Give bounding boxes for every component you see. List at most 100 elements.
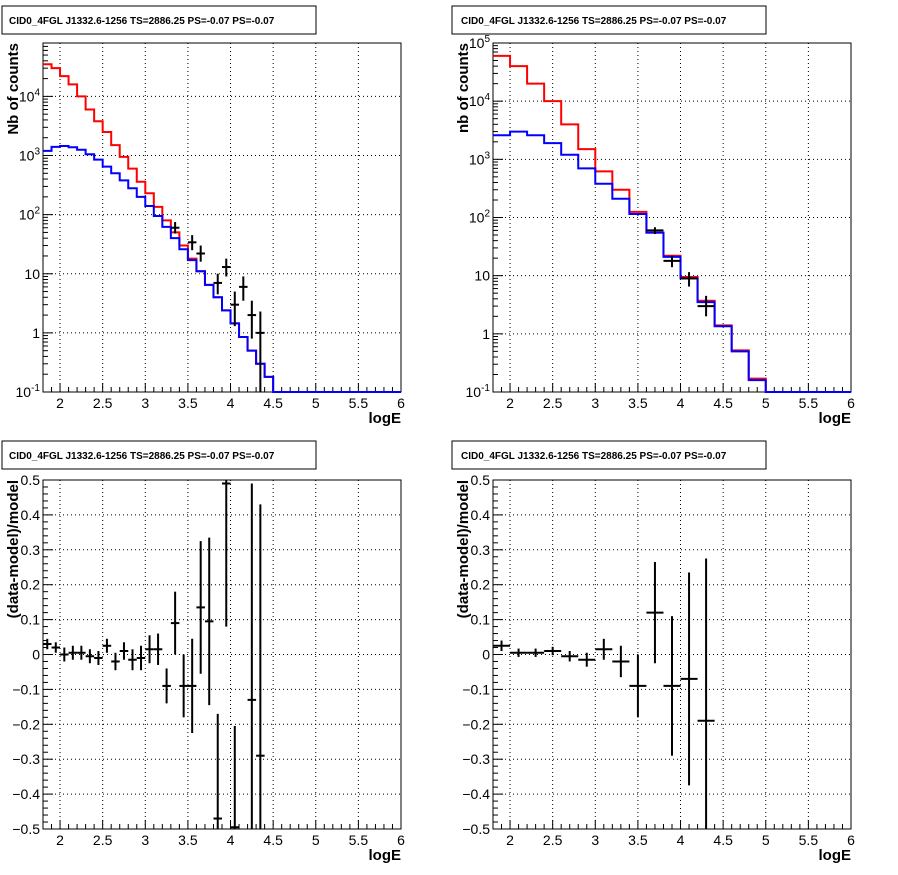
y-tick-label: −0.2: [12, 716, 40, 732]
residual-point: [119, 642, 129, 660]
y-axis-label: (data-model)/model: [5, 480, 22, 618]
x-tick-label: 2.5: [543, 395, 563, 411]
residual-point: [663, 616, 681, 756]
x-tick-label: 2: [56, 395, 64, 411]
y-axis-label: nb of counts: [455, 43, 472, 133]
y-tick-label: 0.3: [21, 542, 41, 558]
y-tick-label: 105: [469, 34, 491, 51]
residual-point: [128, 649, 137, 671]
data-point: [222, 258, 231, 277]
x-axis-label: logE: [819, 410, 852, 427]
residual-point: [102, 638, 112, 653]
residual-point: [196, 541, 205, 674]
x-tick-label: 3: [591, 395, 599, 411]
panel-bottom-right: CID0_4FGL J1332.6-1256 TS=2886.25 PS=-0.…: [451, 440, 855, 864]
y-tick-label: 0.3: [471, 542, 491, 558]
residual-point: [510, 648, 528, 657]
residual-point: [256, 504, 265, 829]
y-tick-label: −0.4: [12, 786, 40, 802]
residual-point: [111, 652, 120, 671]
x-tick-label: 2: [506, 395, 514, 411]
y-tick-label: −0.2: [462, 716, 490, 732]
data-point: [187, 235, 197, 251]
residual-point: [60, 647, 69, 662]
y-tick-label: 104: [469, 92, 491, 109]
x-tick-label: 4: [677, 395, 685, 411]
y-tick-label: 0.4: [471, 507, 491, 523]
x-tick-label: 3.5: [628, 395, 648, 411]
residual-point: [136, 645, 146, 671]
data-point: [230, 291, 240, 327]
title-box: [1, 5, 317, 35]
plot-area: 2 2.5 3 3.5 4 4.5 5 5.5 6 10-1 1 10 102 103 104 105 logE…: [455, 34, 855, 427]
y-tick-label: 103: [19, 147, 41, 164]
data-point: [239, 276, 248, 301]
panel-title: CID0_4FGL J1332.6-1256 TS=2886.25 PS=-0.…: [9, 451, 275, 462]
y-tick-label: 10: [474, 268, 490, 284]
x-tick-label: 6: [397, 395, 405, 411]
y-tick-label: 10-1: [16, 383, 41, 400]
x-axis-label: logE: [819, 847, 852, 864]
title-box: [451, 5, 767, 35]
y-tick-label: −0.4: [462, 786, 490, 802]
x-tick-label: 3.5: [628, 832, 648, 848]
y-tick-label: 0.2: [21, 577, 41, 593]
residual-point: [595, 638, 613, 660]
plot-area: 2 2.5 3 3.5 4 4.5 5 5.5 6 −0.5 −0.4 −0.3 −0.2 −0.1 0 0.…: [5, 472, 405, 864]
residual-point: [629, 654, 647, 718]
residual-point: [697, 558, 715, 829]
panel-title: CID0_4FGL J1332.6-1256 TS=2886.25 PS=-0.…: [9, 16, 275, 27]
title-box: [1, 440, 317, 470]
y-tick-label: 0: [482, 647, 490, 663]
x-tick-label: 4.5: [263, 832, 283, 848]
residual-point: [94, 651, 103, 665]
panel-top-right: CID0_4FGL J1332.6-1256 TS=2886.25 PS=-0.…: [451, 5, 855, 427]
y-tick-label: 0.4: [21, 507, 41, 523]
data-point: [196, 245, 205, 262]
data-point: [646, 227, 664, 235]
x-tick-label: 3: [591, 832, 599, 848]
x-tick-label: 4: [677, 832, 685, 848]
residual-point: [493, 640, 511, 652]
data-point: [697, 295, 715, 317]
x-tick-label: 5: [762, 395, 770, 411]
y-tick-label: 1: [32, 325, 40, 341]
x-tick-label: 4: [227, 395, 235, 411]
y-tick-label: 104: [19, 87, 41, 104]
title-box: [451, 440, 767, 470]
x-tick-label: 5: [312, 395, 320, 411]
residual-point: [527, 648, 545, 657]
y-tick-label: 0.2: [471, 577, 491, 593]
x-tick-label: 4.5: [263, 395, 283, 411]
y-tick-label: 102: [19, 206, 41, 223]
x-tick-label: 2: [56, 832, 64, 848]
residual-point: [170, 591, 180, 655]
x-tick-label: 5.5: [799, 395, 819, 411]
y-tick-label: 0.1: [471, 612, 491, 628]
x-tick-label: 4.5: [713, 832, 733, 848]
x-tick-label: 5.5: [349, 395, 369, 411]
x-axis-label: logE: [369, 410, 402, 427]
panel-bottom-left: CID0_4FGL J1332.6-1256 TS=2886.25 PS=-0.…: [1, 440, 405, 864]
residual-point: [153, 633, 163, 665]
data-point: [213, 273, 222, 295]
y-tick-label: −0.3: [462, 751, 490, 767]
x-tick-label: 5.5: [349, 832, 369, 848]
data-point: [247, 300, 257, 339]
x-tick-label: 6: [847, 832, 855, 848]
residual-point: [680, 572, 698, 786]
residual-point: [204, 537, 214, 706]
y-tick-label: −0.5: [462, 821, 490, 837]
y-axis-label: (data-model)/model: [455, 480, 472, 618]
residual-point: [43, 638, 52, 650]
y-tick-label: 103: [469, 150, 491, 167]
total-model-histogram: [43, 63, 401, 393]
y-tick-label: 0.1: [21, 612, 41, 628]
residual-point: [68, 645, 78, 660]
x-tick-label: 2.5: [93, 832, 113, 848]
residual-point: [51, 642, 61, 653]
panel-top-left: CID0_4FGL J1332.6-1256 TS=2886.25 PS=-0.…: [1, 5, 405, 427]
y-axis-label: Nb of counts: [5, 43, 22, 135]
residual-point: [222, 480, 231, 627]
